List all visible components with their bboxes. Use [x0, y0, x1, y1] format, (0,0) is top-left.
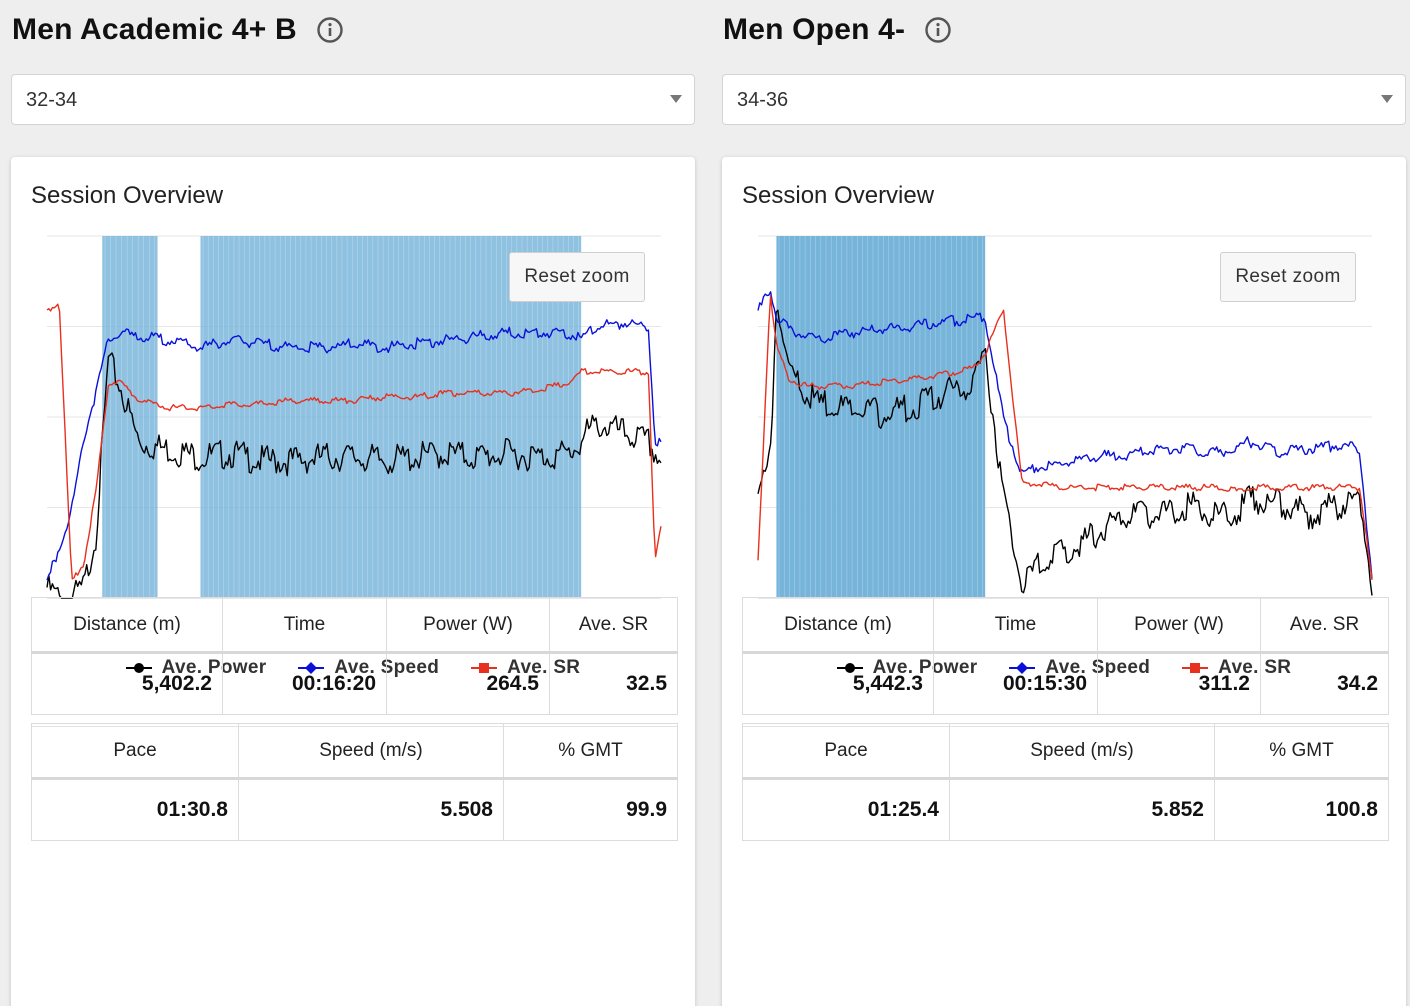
header-speed: Speed (m/s)	[238, 723, 504, 780]
session-overview-card: Session Overview Reset zoom Ave. Power A…	[11, 157, 695, 1006]
card-title: Session Overview	[31, 182, 224, 209]
table-header-row: Pace Speed (m/s) % GMT	[31, 723, 678, 780]
table-row: 5,402.2 00:16:20 264.5 32.5	[31, 652, 678, 715]
panel-header: Men Academic 4+ B	[12, 10, 345, 50]
table-row: 5,442.3 00:15:30 311.2 34.2	[742, 652, 1389, 715]
header-gmt: % GMT	[503, 723, 678, 780]
header-time: Time	[933, 597, 1098, 654]
table-header-row: Pace Speed (m/s) % GMT	[742, 723, 1389, 780]
value-pace: 01:25.4	[742, 778, 950, 841]
session-stats-table: Distance (m) Time Power (W) Ave. SR 5,44…	[742, 597, 1389, 715]
value-pace: 01:30.8	[31, 778, 239, 841]
pace-stats-table: Pace Speed (m/s) % GMT 01:25.4 5.852 100…	[742, 723, 1389, 841]
header-ave-sr: Ave. SR	[1260, 597, 1389, 654]
header-distance: Distance (m)	[31, 597, 223, 654]
rate-band-value: 34-36	[737, 89, 789, 111]
session-chart[interactable]	[722, 217, 1406, 647]
value-ave-sr: 34.2	[1260, 652, 1389, 715]
pace-stats-table: Pace Speed (m/s) % GMT 01:30.8 5.508 99.…	[31, 723, 678, 841]
selection-band	[776, 236, 986, 598]
value-power: 264.5	[386, 652, 550, 715]
rate-band-select[interactable]: 34-36	[722, 74, 1406, 125]
value-speed: 5.508	[238, 778, 504, 841]
value-gmt: 99.9	[503, 778, 678, 841]
value-speed: 5.852	[949, 778, 1215, 841]
panel-header: Men Open 4-	[723, 10, 953, 50]
session-stats-table: Distance (m) Time Power (W) Ave. SR 5,40…	[31, 597, 678, 715]
value-gmt: 100.8	[1214, 778, 1389, 841]
comparison-panel-left: Men Academic 4+ B 32-34 Session Overview…	[10, 0, 696, 1006]
info-icon[interactable]	[315, 15, 345, 45]
series-line-ave-sr	[46, 303, 662, 580]
value-power: 311.2	[1097, 652, 1261, 715]
value-distance: 5,402.2	[31, 652, 223, 715]
series-line-ave-speed	[46, 319, 662, 581]
card-title: Session Overview	[742, 182, 935, 209]
header-distance: Distance (m)	[742, 597, 934, 654]
series-line-ave-sr	[757, 295, 1373, 580]
session-overview-card: Session Overview Reset zoom Ave. Power A…	[722, 157, 1406, 1006]
rate-band-value: 32-34	[26, 89, 78, 111]
crew-title: Men Academic 4+ B	[12, 13, 297, 46]
header-power: Power (W)	[386, 597, 550, 654]
crew-title: Men Open 4-	[723, 13, 906, 46]
value-distance: 5,442.3	[742, 652, 934, 715]
table-row: 01:30.8 5.508 99.9	[31, 778, 678, 841]
series-line-ave-power	[46, 352, 662, 599]
series-line-ave-power	[757, 309, 1373, 596]
table-header-row: Distance (m) Time Power (W) Ave. SR	[31, 597, 678, 654]
rate-band-select[interactable]: 32-34	[11, 74, 695, 125]
header-speed: Speed (m/s)	[949, 723, 1215, 780]
chevron-down-icon	[1381, 95, 1393, 103]
header-time: Time	[222, 597, 387, 654]
comparison-panel-right: Men Open 4- 34-36 Session Overview Reset…	[721, 0, 1407, 1006]
header-pace: Pace	[742, 723, 950, 780]
header-ave-sr: Ave. SR	[549, 597, 678, 654]
series-line-ave-speed	[757, 291, 1373, 579]
header-gmt: % GMT	[1214, 723, 1389, 780]
chevron-down-icon	[670, 95, 682, 103]
header-pace: Pace	[31, 723, 239, 780]
table-row: 01:25.4 5.852 100.8	[742, 778, 1389, 841]
value-time: 00:15:30	[933, 652, 1098, 715]
selection-band	[102, 236, 158, 598]
table-header-row: Distance (m) Time Power (W) Ave. SR	[742, 597, 1389, 654]
value-ave-sr: 32.5	[549, 652, 678, 715]
reset-zoom-button[interactable]: Reset zoom	[1220, 252, 1356, 302]
value-time: 00:16:20	[222, 652, 387, 715]
info-icon[interactable]	[923, 15, 953, 45]
header-power: Power (W)	[1097, 597, 1261, 654]
reset-zoom-button[interactable]: Reset zoom	[509, 252, 645, 302]
